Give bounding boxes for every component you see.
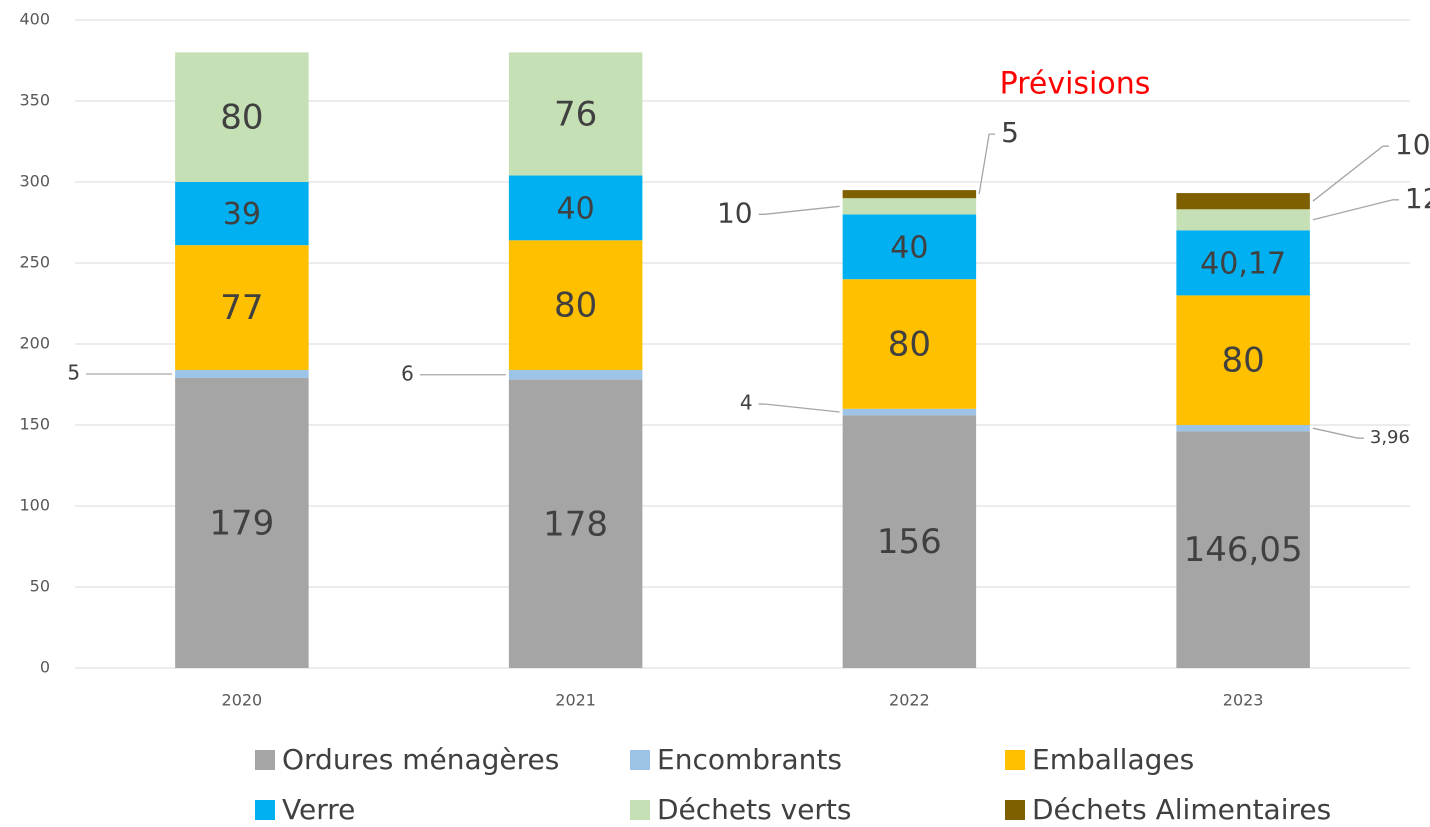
bar-segment (175, 378, 309, 668)
bar-segment (508, 52, 643, 176)
legend-swatch (1005, 750, 1025, 770)
data-label: 5 (1001, 116, 1019, 149)
data-label: 80 (1221, 341, 1264, 381)
bar-segment (842, 190, 977, 199)
leader-line (1312, 427, 1364, 439)
leader-line (758, 403, 840, 413)
y-tick-label: 0 (40, 658, 50, 677)
leader-line (758, 205, 840, 215)
data-label: 80 (220, 98, 263, 138)
data-label: 6 (401, 361, 414, 385)
bar-segment (175, 369, 309, 379)
legend-swatch (255, 750, 275, 770)
bar-segment (1176, 295, 1310, 425)
bar-segment (508, 369, 643, 380)
data-label: 77 (220, 288, 263, 328)
leader-line (1312, 199, 1399, 221)
legend-label: Déchets Alimentaires (1032, 793, 1331, 826)
x-tick-label: 2023 (1223, 691, 1264, 710)
leader-line (978, 133, 996, 195)
legend-swatch (255, 800, 275, 820)
legend-swatch (630, 750, 650, 770)
data-label: 178 (543, 504, 608, 544)
legend-label: Déchets verts (657, 793, 852, 826)
y-tick-label: 350 (19, 91, 50, 110)
x-tick-label: 2021 (555, 691, 596, 710)
bar-segment (1176, 431, 1310, 668)
legend-label: Ordures ménagères (282, 743, 559, 776)
bar-segment (1176, 230, 1310, 296)
legend-label: Verre (282, 793, 355, 826)
bar-segment (842, 408, 977, 416)
data-label: 10 (717, 196, 753, 229)
y-tick-label: 400 (19, 10, 50, 29)
y-tick-label: 100 (19, 496, 50, 515)
data-label: 40 (890, 230, 928, 265)
data-label: 146,05 (1184, 530, 1303, 570)
data-label: 76 (554, 94, 597, 134)
bar-segment (175, 245, 309, 370)
x-tick-label: 2022 (889, 691, 930, 710)
data-label: 80 (888, 325, 931, 365)
bar-segment (1176, 193, 1310, 210)
data-label: 39 (223, 197, 261, 232)
bar-segment (842, 214, 977, 280)
data-label: 3,96 (1370, 427, 1410, 448)
bar-segment (508, 175, 643, 241)
bar-segment (842, 279, 977, 409)
y-tick-label: 200 (19, 334, 50, 353)
y-tick-label: 300 (19, 172, 50, 191)
data-label: 80 (554, 286, 597, 326)
bar-segment (1176, 209, 1310, 231)
data-label: 156 (877, 522, 942, 562)
bar-segment (175, 52, 309, 183)
x-tick-label: 2020 (222, 691, 263, 710)
y-tick-label: 150 (19, 415, 50, 434)
bar-segment (842, 415, 977, 668)
bar-segment (508, 240, 643, 370)
annotation: Prévisions (1000, 67, 1151, 102)
data-label: 5 (67, 360, 80, 384)
y-tick-label: 50 (30, 577, 50, 596)
data-label: 40 (557, 191, 595, 226)
bar-segment (508, 379, 643, 668)
data-label: 12,98 (1405, 182, 1430, 215)
data-label: 4 (740, 391, 753, 415)
legend-swatch (1005, 800, 1025, 820)
data-label: 40,17 (1200, 246, 1286, 281)
legend-swatch (630, 800, 650, 820)
legend-label: Emballages (1032, 743, 1194, 776)
data-label: 10 (1395, 128, 1430, 161)
bar-segment (842, 198, 977, 215)
bar-segment (175, 182, 309, 246)
y-tick-label: 250 (19, 253, 50, 272)
legend-label: Encombrants (657, 743, 842, 776)
leader-line (1312, 145, 1389, 202)
bar-segment (1176, 424, 1310, 432)
data-label: 179 (209, 504, 274, 544)
